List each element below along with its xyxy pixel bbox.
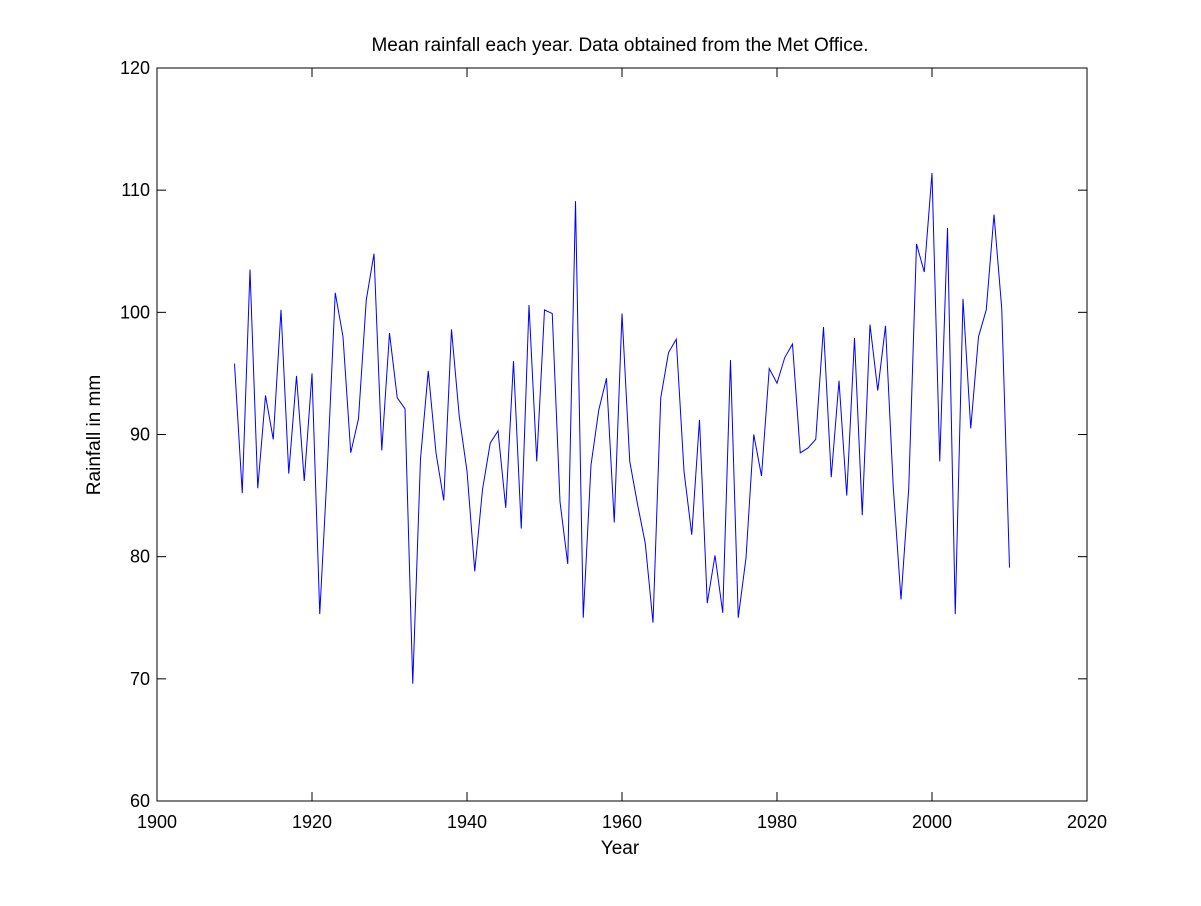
chart-title: Mean rainfall each year. Data obtained f… xyxy=(371,35,868,56)
x-tick-label: 1980 xyxy=(757,812,797,832)
x-tick-label: 2020 xyxy=(1067,812,1107,832)
y-tick-label: 100 xyxy=(120,302,150,322)
x-axis-title: Year xyxy=(601,838,640,859)
x-tick-label: 1960 xyxy=(602,812,642,832)
x-tick-label: 1920 xyxy=(292,812,332,832)
y-tick-label: 110 xyxy=(121,180,150,200)
x-tick-label: 1940 xyxy=(447,812,487,832)
x-tick-label: 1900 xyxy=(137,812,177,832)
y-tick-label: 70 xyxy=(130,669,150,689)
plot-area: 1900 1920 1940 1960 1980 2000 2020 60 70 80 90 100 1… xyxy=(120,58,1107,832)
y-tick-label: 80 xyxy=(130,547,150,567)
x-tick-label: 2000 xyxy=(912,812,952,832)
y-axis-title: Rainfall in mm xyxy=(84,375,105,495)
rainfall-series-line xyxy=(234,173,1010,684)
y-tick-label: 60 xyxy=(130,791,150,811)
y-tick-label: 90 xyxy=(130,425,150,445)
y-tick-label: 120 xyxy=(120,58,150,78)
